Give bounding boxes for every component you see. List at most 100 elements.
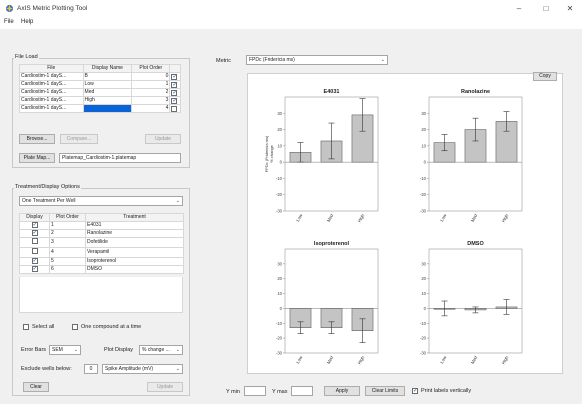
col-header-display[interactable]: Display [19,213,50,222]
file-update-button[interactable]: Update [145,134,181,144]
plot-order-cell[interactable]: 4 [49,247,86,258]
file-row[interactable]: Cardiostim-1 dayS... B 0 ✓ [19,72,181,81]
display-checkbox[interactable]: ✓ [19,229,50,238]
file-row[interactable]: Cardiostim-1 dayS... 4 [19,104,181,113]
checkmark-icon: ✓ [171,97,178,104]
display-checkbox[interactable]: ✓ [19,265,50,274]
chevron-down-icon: ⌄ [175,347,180,353]
treatment-row[interactable]: 3 Dofetilide [19,237,184,248]
x-tick-label: Med [326,212,335,222]
treatment-row[interactable]: ✓ 6 DMSO [19,265,184,274]
plot-display-value: % change ... [142,347,170,353]
one-compound-checkbox[interactable] [72,324,78,330]
maximize-button[interactable]: □ [543,4,549,13]
display-name-cell[interactable]: High [82,96,133,105]
print-vertical-checkbox[interactable]: ✓ [412,388,419,394]
col-header-plot-order[interactable]: Plot Order [49,213,86,222]
plot-order-cell[interactable]: 6 [49,265,86,274]
y-tick-label: 10 [277,291,282,296]
treatment-row[interactable]: ✓ 1 E4031 [19,221,184,230]
browse-button[interactable]: Browse... [19,134,55,144]
minimize-button[interactable]: – [516,4,522,13]
file-cell[interactable]: Cardiostim-1 dayS... [19,72,84,81]
checkmark-icon: ✓ [171,81,178,88]
close-button[interactable]: ✕ [566,4,574,13]
treatment-row[interactable]: ✓ 5 Isoproterenol [19,257,184,266]
exclude-metric-dropdown[interactable]: Spike Amplitude (mV) ⌄ [102,364,183,374]
treatment-name-cell: Dofetilide [85,237,184,248]
plot-order-cell[interactable]: 2 [131,88,171,97]
file-row[interactable]: Cardiostim-1 dayS... High 3 ✓ [19,96,181,105]
ymax-field[interactable] [291,386,313,396]
include-checkbox[interactable] [169,104,181,113]
y-tick-label: -30 [276,209,283,214]
display-checkbox[interactable]: ✓ [19,221,50,230]
metric-dropdown[interactable]: FPDc (Fridericia ms) ⌄ [246,55,388,65]
menu-file[interactable]: File [4,19,14,25]
file-cell[interactable]: Cardiostim-1 dayS... [19,80,84,89]
exclude-value-field[interactable]: 0 [84,364,98,374]
col-header-display-name[interactable]: Display Name [82,64,133,73]
include-checkbox[interactable]: ✓ [169,88,181,97]
y-tick-label: -20 [276,192,283,197]
display-checkbox[interactable]: ✓ [19,257,50,266]
y-tick-label: -20 [276,336,283,341]
error-bars-value: SEM [52,347,63,353]
checkmark-icon: ✓ [31,266,38,272]
treatment-row[interactable]: 4 Verapamil [19,247,184,258]
clear-button[interactable]: Clear [23,382,49,392]
plot-order-cell[interactable]: 1 [49,221,86,230]
display-name-cell[interactable]: Low [82,80,133,89]
file-row[interactable]: Cardiostim-1 dayS... Low 1 ✓ [19,80,181,89]
y-tick-label: 0 [424,306,427,311]
treatment-mode-dropdown[interactable]: One Treatment Per Well ⌄ [19,196,183,206]
clear-limits-button[interactable]: Clear Limits [365,386,405,396]
include-checkbox[interactable]: ✓ [169,72,181,81]
plot-display-dropdown[interactable]: % change ... ⌄ [139,345,183,355]
file-cell[interactable]: Cardiostim-1 dayS... [19,104,84,113]
treatment-update-button[interactable]: Update [147,382,183,392]
treatment-name-cell: Verapamil [85,247,184,258]
plot-order-cell[interactable]: 2 [49,229,86,238]
plot-order-cell[interactable]: 4 [131,104,171,113]
file-cell[interactable]: Cardiostim-1 dayS... [19,88,84,97]
error-bars-dropdown[interactable]: SEM ⌄ [49,345,81,355]
y-tick-label: -30 [420,209,427,214]
plate-map-field[interactable]: Platemap_Cardiostim-1.platemap [59,153,181,163]
treatment-name-cell: Isoproterenol [85,257,184,266]
copy-button[interactable]: Copy [533,72,557,81]
file-row[interactable]: Cardiostim-1 dayS... Med 2 ✓ [19,88,181,97]
plate-map-button[interactable]: Plate Map... [19,153,55,163]
charts-area: E4031 -30 -20 -10 0 10 20 30 FPDc (Fridericia ms… [264,89,523,365]
include-checkbox[interactable]: ✓ [169,80,181,89]
y-tick-label: 20 [277,127,282,132]
display-name-cell[interactable]: B [82,72,133,81]
apply-button[interactable]: Apply [324,386,360,396]
plot-order-cell[interactable]: 0 [131,72,171,81]
plot-order-cell[interactable]: 5 [49,257,86,266]
chevron-down-icon: ⌄ [380,57,385,63]
col-header-file[interactable]: File [19,64,84,73]
treatment-mode-value: One Treatment Per Well [22,198,76,204]
display-checkbox[interactable] [19,237,50,248]
file-cell[interactable]: Cardiostim-1 dayS... [19,96,84,105]
y-tick-label: -10 [420,176,427,181]
exclude-label: Exclude wells below: [21,366,72,372]
compare-button[interactable]: Compare... [60,134,98,144]
treatment-table-header: Display Plot Order Treatment [19,213,184,222]
display-checkbox[interactable] [19,247,50,258]
ymin-field[interactable] [244,386,266,396]
plot-order-cell[interactable]: 3 [131,96,171,105]
display-name-cell-editing[interactable] [82,104,133,113]
menu-help[interactable]: Help [21,19,34,25]
y-tick-label: 20 [421,276,426,281]
select-all-checkbox[interactable] [23,324,29,330]
y-tick-label: -10 [276,176,283,181]
plot-order-cell[interactable]: 1 [131,80,171,89]
treatment-row[interactable]: ✓ 2 Ranolazine [19,229,184,238]
col-header-plot-order[interactable]: Plot Order [131,64,171,73]
include-checkbox[interactable]: ✓ [169,96,181,105]
col-header-treatment[interactable]: Treatment [85,213,184,222]
plot-order-cell[interactable]: 3 [49,237,86,248]
display-name-cell[interactable]: Med [82,88,133,97]
